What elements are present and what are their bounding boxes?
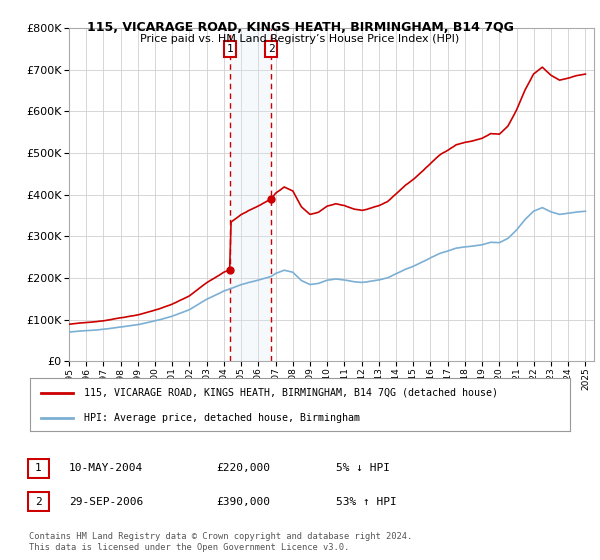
Text: 2: 2 xyxy=(268,44,275,54)
Text: This data is licensed under the Open Government Licence v3.0.: This data is licensed under the Open Gov… xyxy=(29,543,349,552)
Text: HPI: Average price, detached house, Birmingham: HPI: Average price, detached house, Birm… xyxy=(84,413,360,423)
Text: 10-MAY-2004: 10-MAY-2004 xyxy=(69,463,143,473)
Text: 1: 1 xyxy=(35,463,42,473)
Text: 115, VICARAGE ROAD, KINGS HEATH, BIRMINGHAM, B14 7QG: 115, VICARAGE ROAD, KINGS HEATH, BIRMING… xyxy=(86,21,514,34)
Text: 115, VICARAGE ROAD, KINGS HEATH, BIRMINGHAM, B14 7QG (detached house): 115, VICARAGE ROAD, KINGS HEATH, BIRMING… xyxy=(84,388,498,398)
Bar xyxy=(230,28,271,361)
Text: 2: 2 xyxy=(35,497,42,507)
Text: 5% ↓ HPI: 5% ↓ HPI xyxy=(336,463,390,473)
Text: £390,000: £390,000 xyxy=(216,497,270,507)
Text: Contains HM Land Registry data © Crown copyright and database right 2024.: Contains HM Land Registry data © Crown c… xyxy=(29,532,412,541)
Text: 1: 1 xyxy=(227,44,233,54)
Text: 53% ↑ HPI: 53% ↑ HPI xyxy=(336,497,397,507)
Text: £220,000: £220,000 xyxy=(216,463,270,473)
Text: 29-SEP-2006: 29-SEP-2006 xyxy=(69,497,143,507)
Text: Price paid vs. HM Land Registry’s House Price Index (HPI): Price paid vs. HM Land Registry’s House … xyxy=(140,34,460,44)
